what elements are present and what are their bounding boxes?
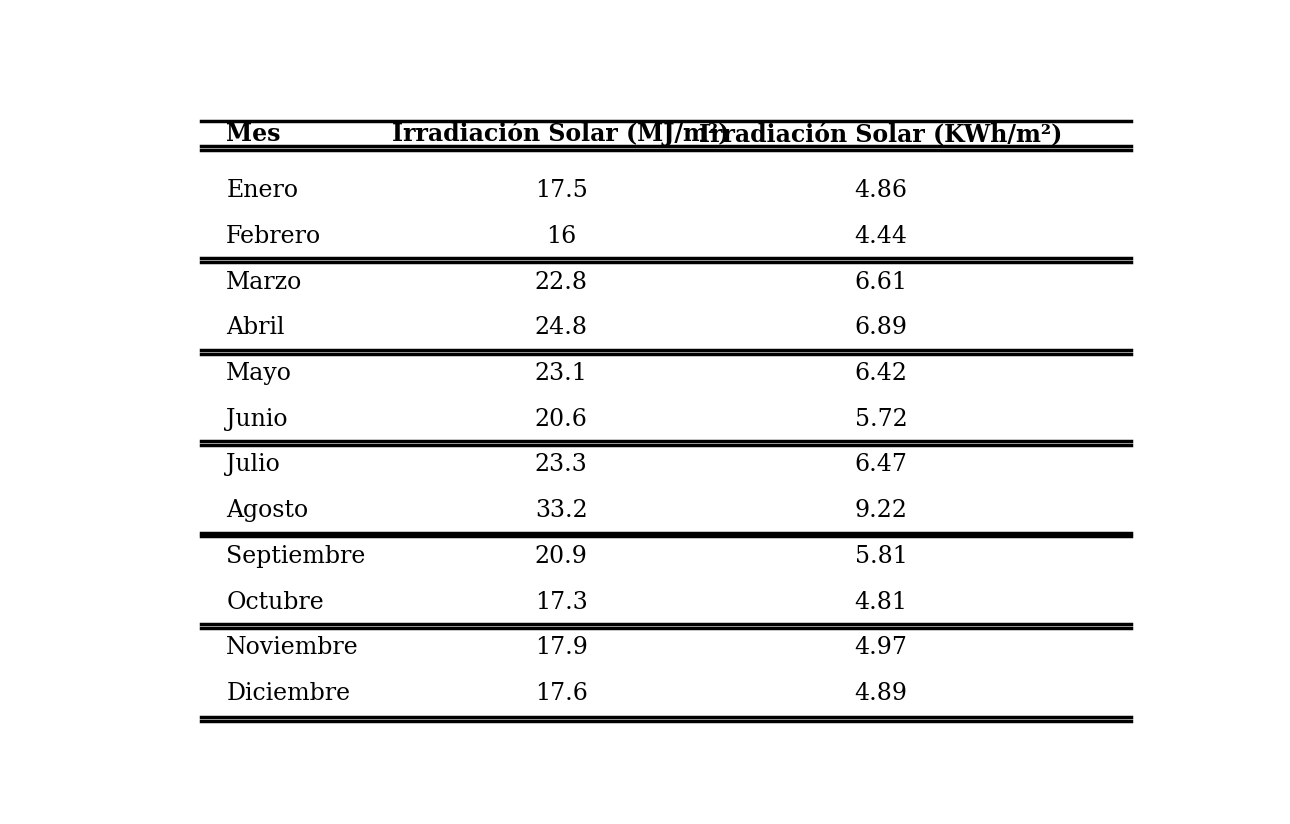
Text: Julio: Julio bbox=[226, 453, 280, 476]
Text: 20.6: 20.6 bbox=[535, 408, 587, 431]
Text: 4.81: 4.81 bbox=[854, 591, 908, 614]
Text: Irradiación Solar (KWh/m²): Irradiación Solar (KWh/m²) bbox=[699, 122, 1063, 146]
Text: Abril: Abril bbox=[226, 316, 285, 339]
Text: Diciembre: Diciembre bbox=[226, 682, 351, 705]
Text: Junio: Junio bbox=[226, 408, 288, 431]
Text: 4.97: 4.97 bbox=[855, 636, 907, 659]
Text: 9.22: 9.22 bbox=[854, 499, 908, 522]
Text: 22.8: 22.8 bbox=[534, 271, 588, 293]
Text: 5.81: 5.81 bbox=[855, 545, 907, 568]
Text: Mayo: Mayo bbox=[226, 362, 292, 385]
Text: 4.86: 4.86 bbox=[854, 180, 908, 203]
Text: 5.72: 5.72 bbox=[855, 408, 907, 431]
Text: 6.89: 6.89 bbox=[854, 316, 908, 339]
Text: 17.3: 17.3 bbox=[535, 591, 587, 614]
Text: 16: 16 bbox=[546, 225, 577, 248]
Text: Octubre: Octubre bbox=[226, 591, 324, 614]
Text: 33.2: 33.2 bbox=[535, 499, 587, 522]
Text: 23.3: 23.3 bbox=[535, 453, 587, 476]
Text: 24.8: 24.8 bbox=[534, 316, 588, 339]
Text: Agosto: Agosto bbox=[226, 499, 308, 522]
Text: 23.1: 23.1 bbox=[535, 362, 587, 385]
Text: Febrero: Febrero bbox=[226, 225, 321, 248]
Text: 17.6: 17.6 bbox=[535, 682, 587, 705]
Text: Marzo: Marzo bbox=[226, 271, 302, 293]
Text: 6.47: 6.47 bbox=[855, 453, 907, 476]
Text: Irradiación Solar (MJ/m²): Irradiación Solar (MJ/m²) bbox=[392, 121, 730, 147]
Text: 17.9: 17.9 bbox=[535, 636, 587, 659]
Text: 4.89: 4.89 bbox=[854, 682, 908, 705]
Text: 6.42: 6.42 bbox=[854, 362, 908, 385]
Text: Noviembre: Noviembre bbox=[226, 636, 359, 659]
Text: 17.5: 17.5 bbox=[535, 180, 587, 203]
Text: 6.61: 6.61 bbox=[854, 271, 908, 293]
Text: 4.44: 4.44 bbox=[854, 225, 908, 248]
Text: Mes: Mes bbox=[226, 122, 281, 146]
Text: Enero: Enero bbox=[226, 180, 298, 203]
Text: Septiembre: Septiembre bbox=[226, 545, 365, 568]
Text: 20.9: 20.9 bbox=[535, 545, 587, 568]
